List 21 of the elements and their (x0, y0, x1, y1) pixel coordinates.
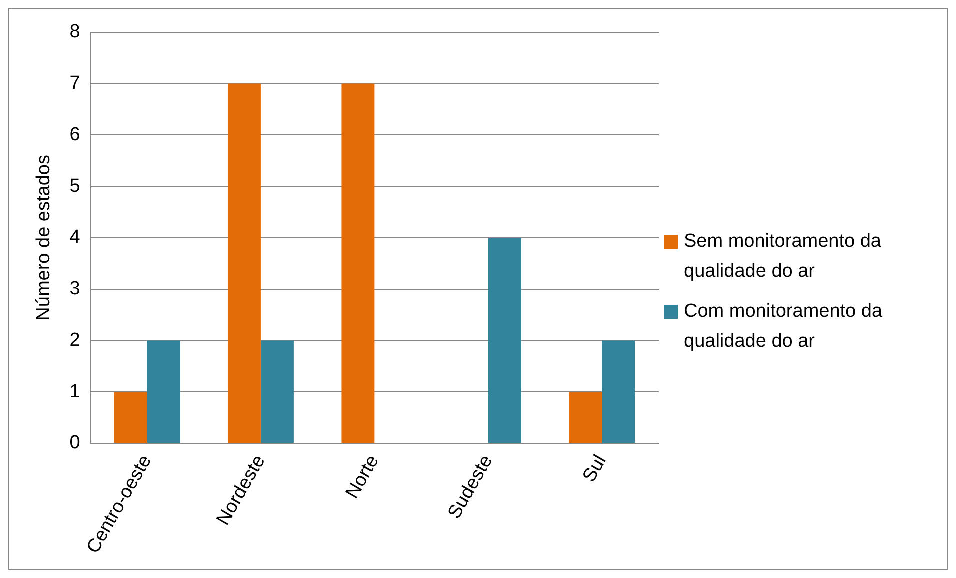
y-axis-title: Número de estados (34, 155, 55, 321)
y-tick-label: 8 (70, 22, 80, 43)
bar (569, 392, 602, 443)
y-tick-label: 1 (70, 381, 80, 402)
y-tick-label: 0 (70, 432, 80, 454)
y-tick-label: 5 (70, 176, 80, 197)
y-tick-label: 2 (70, 330, 80, 351)
x-tick-label: Sul (579, 452, 611, 486)
y-tick-label: 6 (70, 124, 80, 146)
bar (260, 340, 294, 443)
bar (488, 238, 522, 443)
y-tick-label: 4 (70, 227, 81, 248)
bar (602, 340, 636, 443)
y-tick-label: 3 (70, 278, 80, 300)
bar (228, 84, 261, 443)
legend-label: Sem monitoramento da qualidade do ar (684, 231, 882, 282)
bar (147, 340, 180, 443)
bar (342, 84, 375, 443)
legend-label: Com monitoramento da qualidade do ar (684, 301, 883, 352)
bar (114, 392, 148, 443)
y-tick-label: 7 (70, 73, 80, 94)
